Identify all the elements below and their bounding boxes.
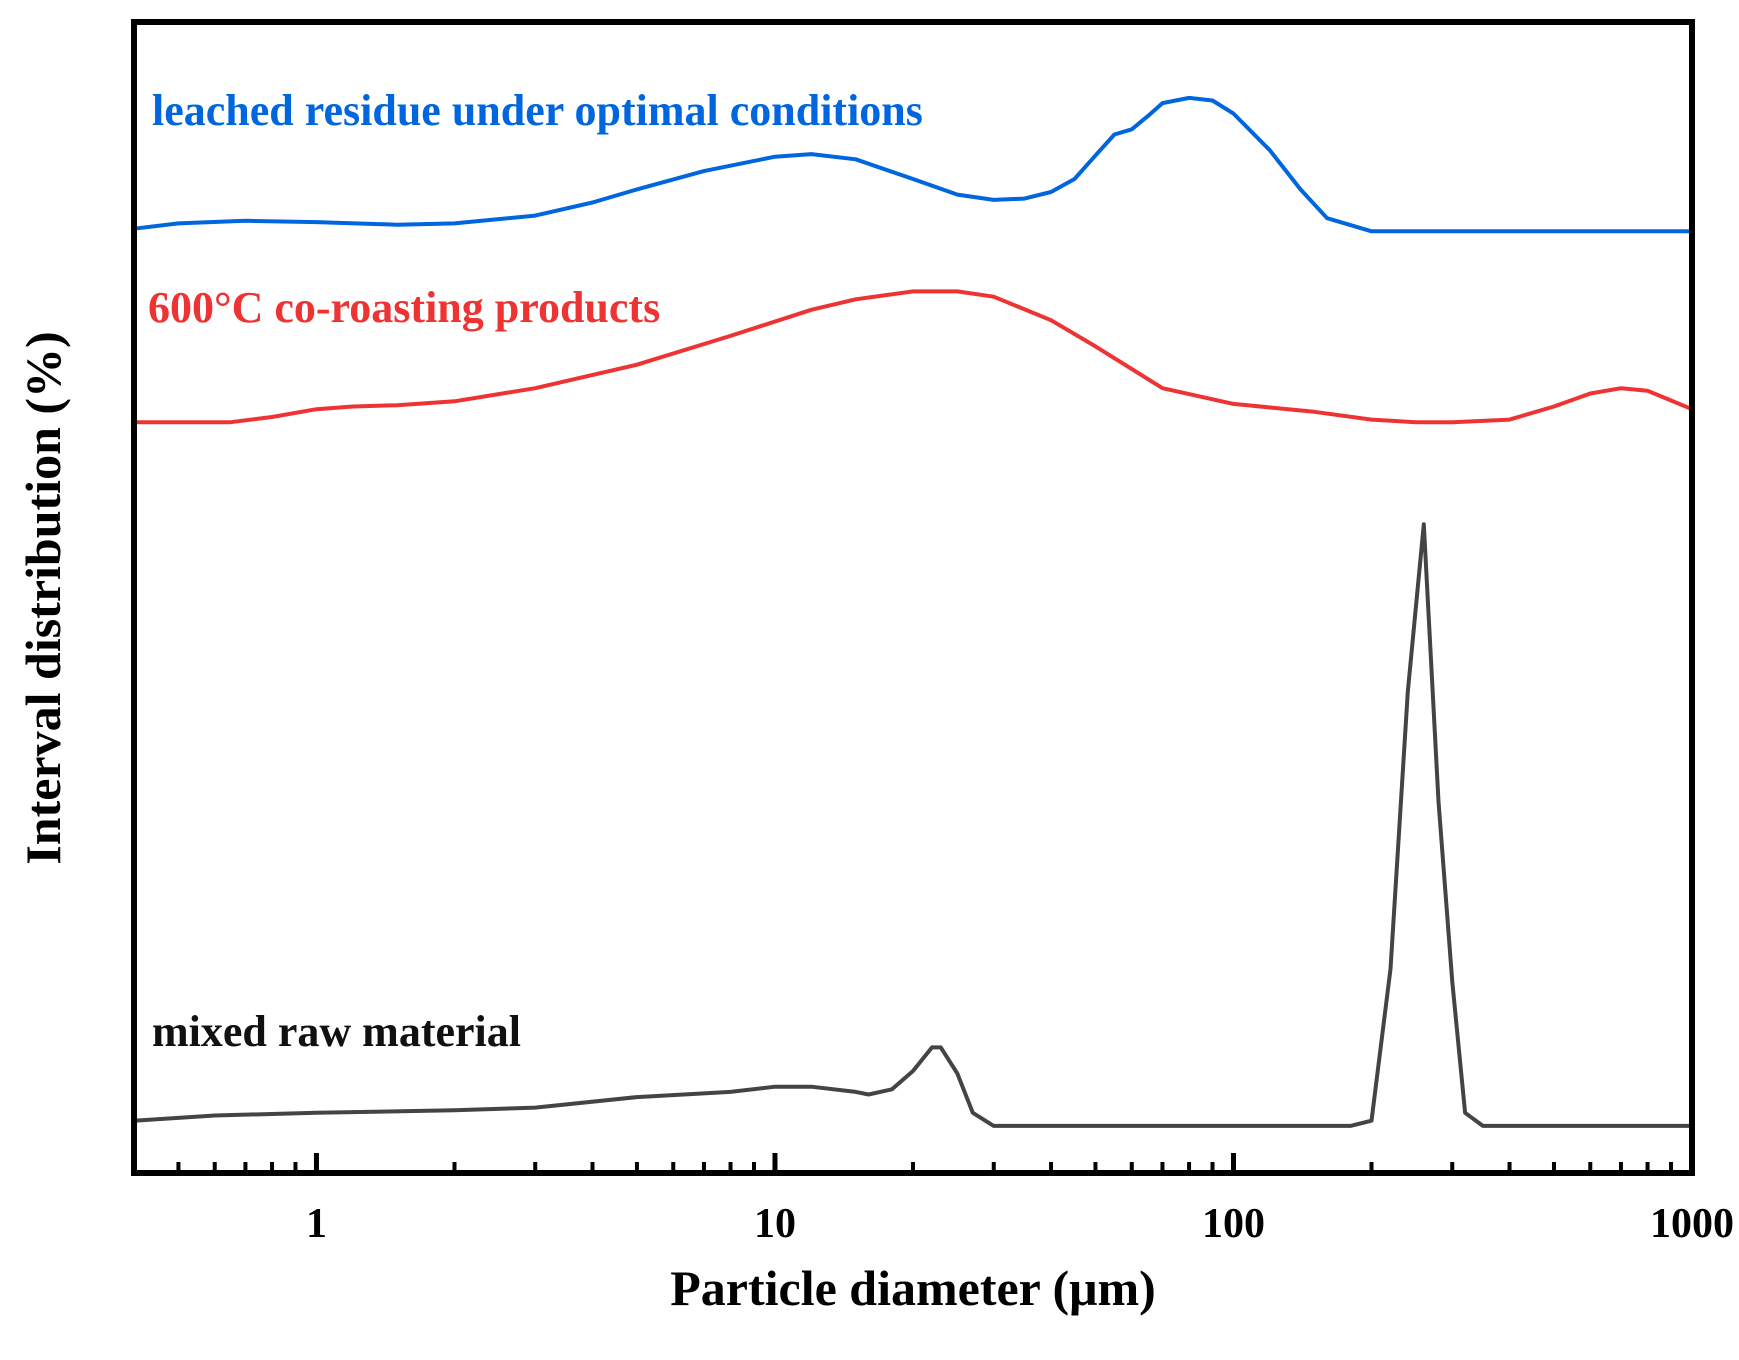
x-tick-label: 1 bbox=[306, 1201, 327, 1247]
series-label-mixed-raw-material: mixed raw material bbox=[152, 1007, 521, 1056]
y-axis-title: Interval distribution (%) bbox=[15, 331, 71, 864]
series-label-600-c-co-roasting-products: 600°C co-roasting products bbox=[148, 283, 660, 332]
x-tick-label: 10 bbox=[754, 1201, 796, 1247]
x-tick-label: 100 bbox=[1202, 1201, 1265, 1247]
series-label-leached-residue-under-optimal-conditions: leached residue under optimal conditions bbox=[152, 86, 923, 135]
series-line-600-c-co-roasting-products bbox=[132, 289, 1694, 425]
x-tick-label: 1000 bbox=[1650, 1201, 1734, 1247]
series-line-mixed-raw-material bbox=[132, 522, 1694, 1128]
series-line-leached-residue-under-optimal-conditions bbox=[132, 95, 1694, 234]
x-axis-title: Particle diameter (μm) bbox=[670, 1260, 1156, 1316]
x-axis-ticks: 1 10 100 1000 bbox=[132, 1153, 1734, 1247]
series-labels: leached residue under optimal conditions… bbox=[148, 86, 923, 1056]
series-layer bbox=[132, 95, 1694, 1128]
plot-frame bbox=[131, 19, 1695, 1176]
